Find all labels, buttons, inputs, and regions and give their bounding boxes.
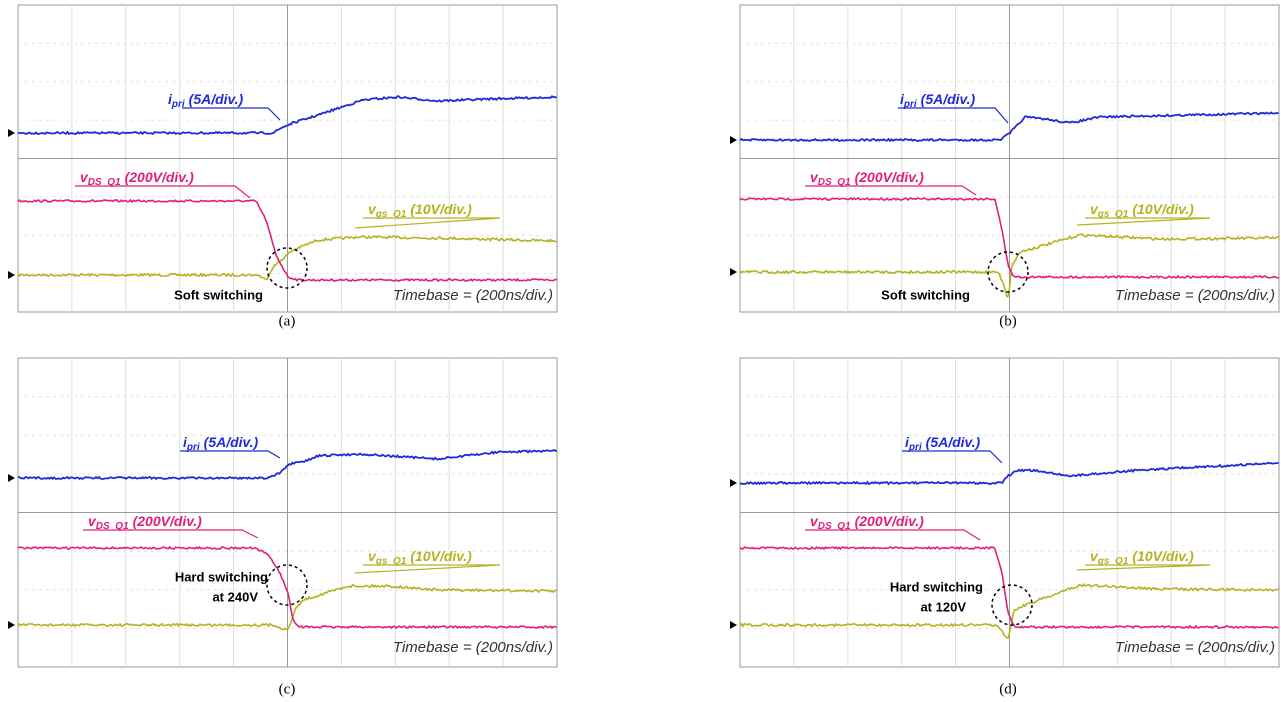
level-marker — [730, 268, 737, 276]
trace-scale: (200V/div.) — [855, 169, 925, 185]
scope-panel: ipri(5A/div.)vDS_Q1(200V/div.)vgs_Q1(10V… — [8, 5, 557, 312]
trace-scale: (10V/div.) — [410, 201, 472, 217]
figure: ipri(5A/div.)vDS_Q1(200V/div.)vgs_Q1(10V… — [0, 0, 1281, 702]
level-marker — [730, 621, 737, 629]
caption: (b) — [999, 313, 1017, 329]
level-marker — [8, 129, 15, 137]
annotation: Soft switching — [881, 287, 970, 302]
trace-scale: (200V/div.) — [133, 513, 203, 529]
level-marker — [730, 479, 737, 487]
level-marker — [8, 621, 15, 629]
trace-scale: (10V/div.) — [410, 548, 472, 564]
trace-scale: (5A/div.) — [204, 434, 259, 450]
annotation: Hard switching — [175, 569, 268, 584]
caption: (c) — [279, 681, 296, 697]
caption: (a) — [279, 313, 296, 329]
trace-scale: (200V/div.) — [855, 513, 925, 529]
trace-scale: (200V/div.) — [125, 169, 195, 185]
scope-panel: ipri(5A/div.)vDS_Q1(200V/div.)vgs_Q1(10V… — [8, 358, 557, 667]
trace-scale: (10V/div.) — [1132, 548, 1194, 564]
trace-scale: (10V/div.) — [1132, 201, 1194, 217]
annotation: at 240V — [212, 589, 258, 604]
annotation: at 120V — [920, 599, 966, 614]
level-marker — [8, 474, 15, 482]
scope-panel: ipri(5A/div.)vDS_Q1(200V/div.)vgs_Q1(10V… — [730, 5, 1279, 312]
annotation: Hard switching — [890, 579, 983, 594]
level-marker — [730, 136, 737, 144]
timebase: Timebase = (200ns/div.) — [1115, 639, 1275, 656]
scope-panel: ipri(5A/div.)vDS_Q1(200V/div.)vgs_Q1(10V… — [730, 358, 1279, 667]
trace-scale: (5A/div.) — [926, 434, 981, 450]
timebase: Timebase = (200ns/div.) — [1115, 287, 1275, 304]
timebase: Timebase = (200ns/div.) — [393, 639, 553, 656]
trace-scale: (5A/div.) — [921, 91, 976, 107]
trace-scale: (5A/div.) — [189, 91, 244, 107]
caption: (d) — [999, 681, 1017, 697]
annotation: Soft switching — [174, 287, 263, 302]
timebase: Timebase = (200ns/div.) — [393, 287, 553, 304]
level-marker — [8, 271, 15, 279]
